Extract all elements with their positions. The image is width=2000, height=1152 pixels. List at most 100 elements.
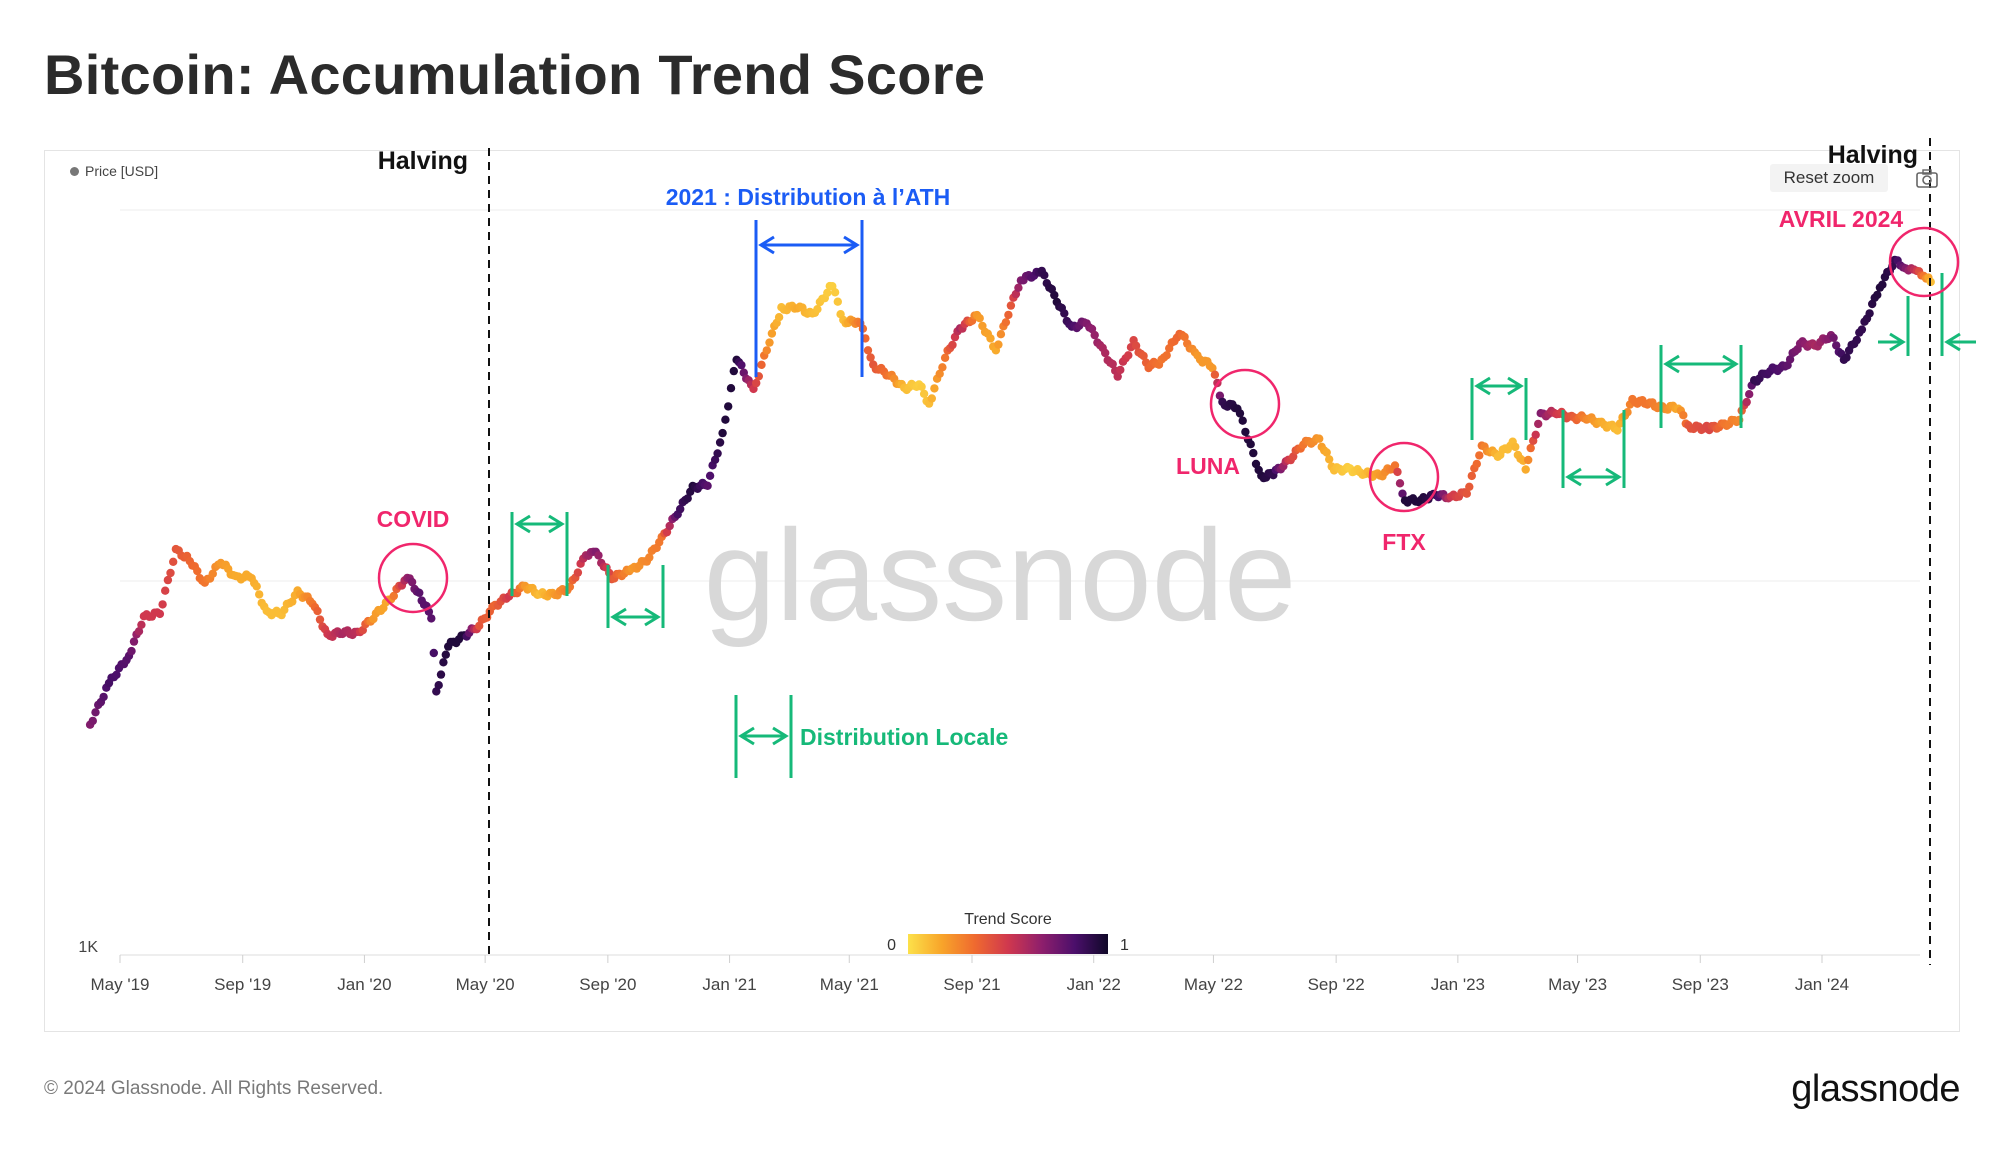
copyright-text: © 2024 Glassnode. All Rights Reserved. [44,1078,384,1099]
price-point [1001,318,1011,327]
price-point [927,394,936,403]
price-point [833,297,842,306]
arrow-head-right [548,514,565,534]
price-point [1842,353,1851,362]
price-point [1852,335,1862,345]
local-distribution-bracket [606,565,665,628]
price-point [436,670,446,679]
price-point [1162,351,1171,360]
price-point [1511,442,1520,452]
price-point [1113,372,1122,381]
price-point [1462,489,1472,498]
price-point [134,627,144,636]
price-point [1745,390,1754,399]
price-point [940,353,950,362]
price-point [1829,333,1838,342]
price-point [917,382,926,391]
price-point [710,455,720,464]
price-point [594,551,603,560]
price-point [313,606,322,616]
price-point [158,600,167,609]
price-point [762,346,771,355]
price-point [703,481,712,490]
price-point [1531,430,1540,439]
price-point [718,428,727,438]
arrow-head [1944,332,1961,352]
price-point [1322,448,1331,457]
watermark: glassnode [704,502,1297,648]
brand-logo: glassnode [1791,1068,1960,1110]
price-point [1785,355,1795,364]
covid-label: COVID [377,506,450,532]
price-point [830,288,840,297]
price-point [252,582,261,591]
x-tick-label: Jan '22 [1067,975,1121,994]
legend-price[interactable]: Price [USD] [70,163,158,179]
price-point [137,620,146,629]
x-tick-label: Sep '22 [1308,975,1365,994]
colorbar-title: Trend Score [964,911,1052,928]
price-point [713,449,722,458]
price-point [127,646,136,656]
x-axis: May '19 Sep '19 Jan '20 May '20 Sep '20 Jan '… [91,955,1849,994]
arrow-head-right [1507,376,1524,396]
x-tick-label: Jan '20 [337,975,391,994]
price-point [935,369,944,378]
price-point [737,360,746,370]
x-tick-label: May '23 [1548,975,1607,994]
arrow-head-right [772,726,789,746]
avril-2024-label: AVRIL 2024 [1779,206,1904,232]
price-point [1249,448,1258,458]
arrow-head-left [1474,376,1491,396]
price-point [1865,309,1874,318]
camera-icon[interactable] [1915,168,1939,190]
price-point [88,716,98,726]
price-point [721,415,730,424]
price-point [1241,427,1250,437]
price-point [1315,434,1324,443]
price-point [765,338,774,347]
x-tick-label: Sep '19 [214,975,271,994]
x-tick-label: May '19 [91,975,150,994]
legend-price-label: Price [USD] [85,163,159,179]
colorbar-max-label: 1 [1120,937,1129,954]
price-point [1124,351,1133,360]
price-point [441,650,450,659]
arrow-head-left [514,514,531,534]
price-point [1832,341,1841,350]
price-point [1398,489,1407,498]
price-point [193,566,202,576]
price-point [1050,290,1059,300]
price-point [1472,459,1482,469]
luna-circle [1209,368,1281,440]
price-point [415,588,424,597]
price-point [1235,409,1245,418]
price-point [752,378,761,388]
price-point [996,330,1006,339]
price-point [774,313,784,322]
price-point [1526,443,1535,453]
price-point [1878,280,1887,289]
price-series [85,255,1935,729]
price-point [166,568,175,578]
colorbar: Trend Score 0 1 [887,911,1129,954]
price-point [986,334,995,343]
arrow-head [1889,332,1906,352]
price-point [726,384,736,393]
price-point [683,494,692,503]
local-distribution-label: Distribution Locale [800,724,1008,750]
price-point [91,708,100,717]
x-tick-label: Jan '24 [1795,975,1849,994]
price-point [1011,289,1021,299]
price-point [1139,351,1148,361]
x-tick-label: Sep '20 [579,975,636,994]
price-point [1060,309,1069,318]
local-distribution-bracket [1470,376,1528,440]
x-tick-label: Sep '23 [1672,975,1729,994]
price-point [994,340,1003,349]
price-point [161,586,170,595]
price-point [1238,416,1247,425]
reset-zoom-button[interactable]: Reset zoom [1770,164,1888,192]
price-point [1101,348,1110,358]
